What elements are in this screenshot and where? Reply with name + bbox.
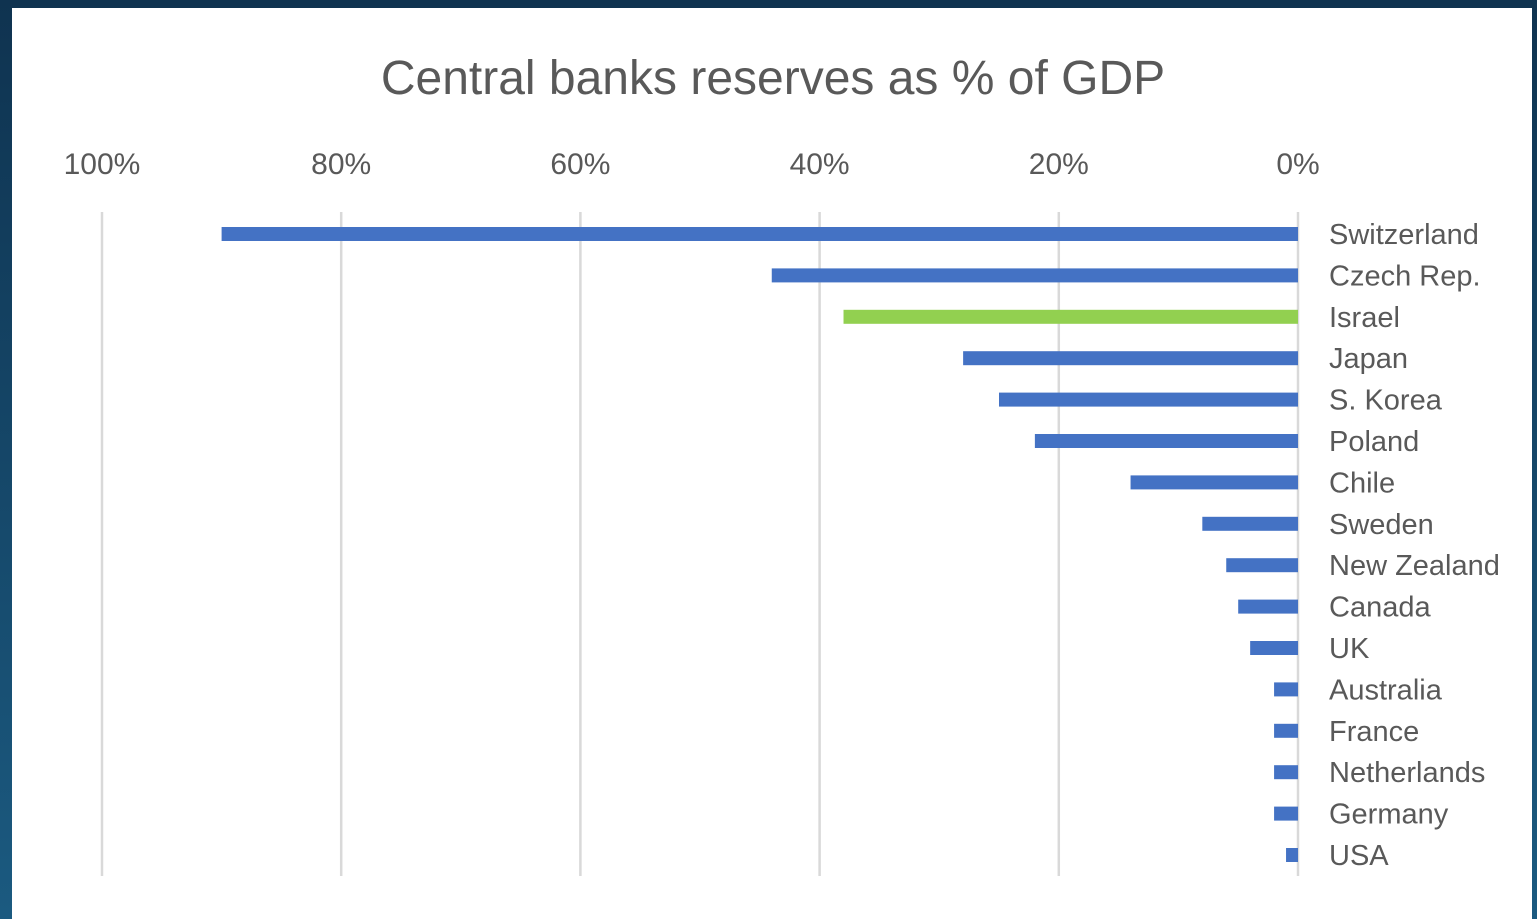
category-label: Czech Rep. (1329, 260, 1481, 292)
chart-title: Central banks reserves as % of GDP (381, 52, 1165, 105)
bar-new-zealand (1226, 558, 1298, 573)
bar-israel (843, 309, 1298, 324)
bar-poland (1034, 434, 1298, 448)
category-labels: Switzerland Czech Rep. Israel Japan S. Korea… (1329, 219, 1500, 872)
category-label: Sweden (1329, 509, 1434, 541)
bar-sweden (1202, 516, 1298, 531)
bars (221, 227, 1299, 862)
category-label: Germany (1329, 799, 1449, 831)
category-label: Australia (1329, 674, 1443, 706)
bar-germany (1274, 806, 1298, 821)
category-label: USA (1329, 840, 1389, 872)
category-label: UK (1329, 633, 1370, 665)
x-tick-label: 40% (790, 148, 850, 181)
bar-netherlands (1274, 765, 1298, 780)
bar-australia (1274, 682, 1298, 697)
category-label: Canada (1329, 592, 1431, 624)
category-label: New Zealand (1329, 550, 1500, 582)
x-tick-label: 80% (311, 148, 371, 181)
bar-s-korea (999, 392, 1298, 407)
x-axis-ticks: 100% 80% 60% 40% 20% 0% (64, 148, 1320, 181)
x-tick-label: 20% (1029, 148, 1089, 181)
category-label: Israel (1329, 302, 1400, 334)
category-label: Japan (1329, 343, 1408, 375)
category-label: S. Korea (1329, 385, 1443, 417)
bar-japan (963, 351, 1298, 366)
bar-france (1274, 723, 1298, 738)
bar-uk (1250, 641, 1298, 655)
bar-czech-rep (771, 268, 1298, 283)
bar-switzerland (221, 227, 1299, 241)
bar-canada (1238, 599, 1298, 614)
bar-chile (1130, 475, 1298, 490)
category-label: Switzerland (1329, 219, 1479, 251)
bar-usa (1286, 848, 1298, 862)
category-label: Chile (1329, 467, 1395, 499)
x-tick-label: 0% (1276, 148, 1319, 181)
category-label: Netherlands (1329, 757, 1485, 789)
category-label: Poland (1329, 426, 1419, 458)
category-label: France (1329, 716, 1419, 748)
x-tick-label: 60% (550, 148, 610, 181)
x-tick-label: 100% (64, 148, 141, 181)
